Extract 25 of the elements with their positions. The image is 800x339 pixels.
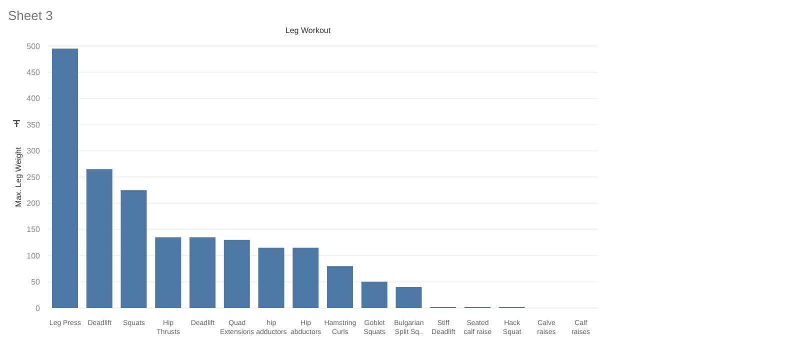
bar bbox=[86, 169, 112, 308]
y-tick-label: 500 bbox=[26, 42, 41, 51]
y-tick-label: 100 bbox=[26, 251, 41, 260]
y-tick-label: 50 bbox=[31, 278, 41, 287]
bar bbox=[155, 237, 182, 308]
y-tick-label: 400 bbox=[26, 94, 41, 104]
y-tick-label: 450 bbox=[26, 68, 41, 78]
y-tick-label: 300 bbox=[26, 146, 41, 156]
bar bbox=[224, 240, 250, 308]
bar bbox=[190, 237, 216, 308]
y-axis-title: Max. Leg Weight bbox=[14, 146, 23, 207]
bar bbox=[258, 248, 284, 308]
y-tick-label: 350 bbox=[26, 120, 41, 130]
chart-subtitle: Leg Workout bbox=[284, 26, 332, 35]
y-tick-label: 250 bbox=[26, 172, 41, 182]
y-tick-label: 0 bbox=[36, 304, 41, 313]
chart-title: Sheet 3 bbox=[8, 8, 53, 23]
bar bbox=[327, 266, 353, 308]
y-tick-label: 200 bbox=[26, 199, 41, 208]
bar bbox=[361, 282, 388, 308]
bar bbox=[120, 190, 147, 308]
bar bbox=[396, 287, 422, 308]
bar bbox=[292, 248, 319, 308]
bar bbox=[52, 48, 78, 308]
y-tick-label: 150 bbox=[26, 225, 41, 234]
